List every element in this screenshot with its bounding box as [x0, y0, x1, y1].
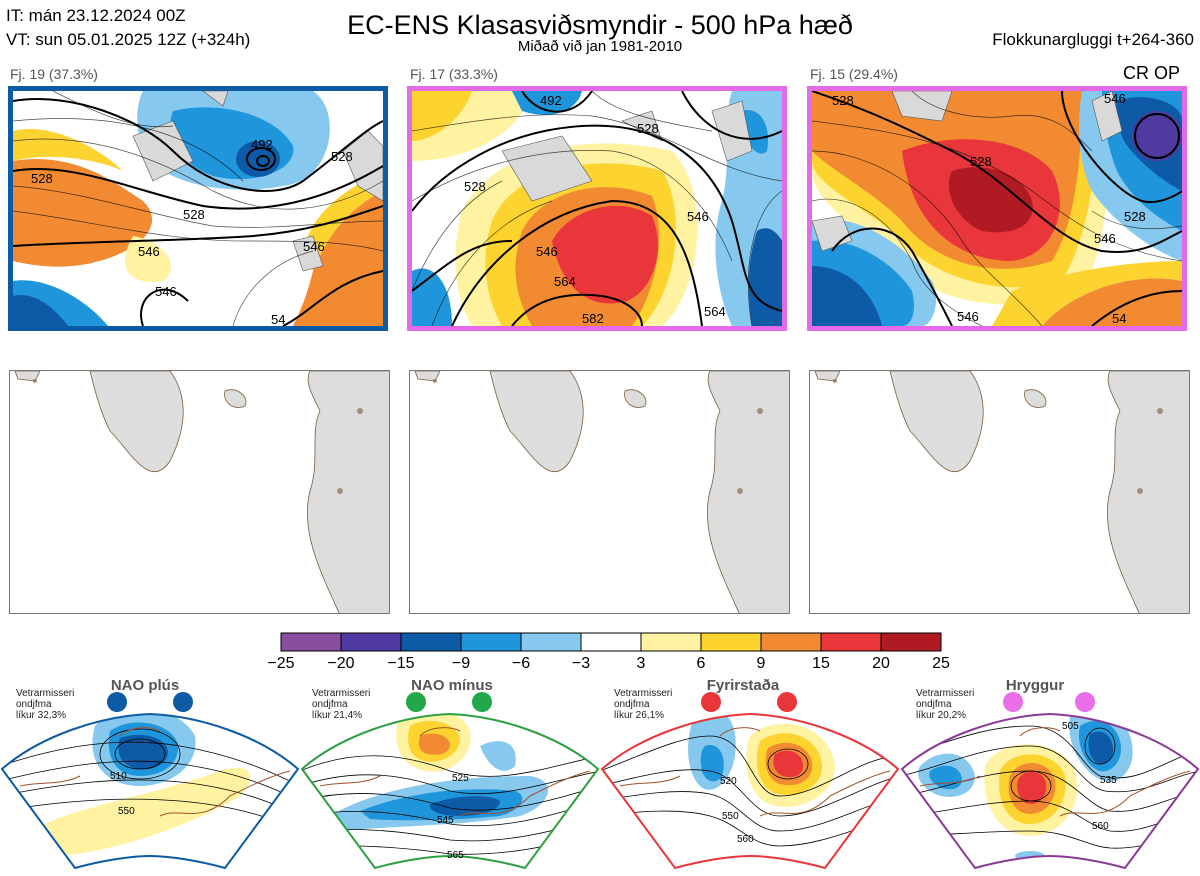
contour-label: 528	[1124, 209, 1146, 224]
cluster-map-3: 528 528 528 546 546 546 54	[807, 86, 1187, 331]
blank-map-2	[409, 370, 790, 614]
colorbar-tick-label: −9	[451, 655, 471, 672]
regime-contour: 550	[118, 806, 135, 817]
contour-label: 546	[687, 209, 709, 224]
colorbar-tick-label: −20	[327, 655, 355, 672]
contour-label: 54	[271, 312, 285, 326]
classification-window: Flokkunargluggi t+264-360	[992, 30, 1194, 49]
colorbar-tick-label: 15	[812, 655, 830, 672]
contour-label: 564	[704, 304, 726, 319]
contour-label: 528	[183, 207, 205, 222]
regime-dot-ridge	[1003, 692, 1023, 712]
colorbar-swatch	[400, 632, 462, 652]
panel-3-label: Fj. 15 (29.4%)	[810, 66, 898, 82]
regime-contour: 535	[1100, 775, 1117, 786]
regime-dot-nao-plus	[107, 692, 127, 712]
cluster-map-1: 492 528 528 528 546 546 546 54	[8, 86, 388, 331]
blank-map-3	[809, 370, 1190, 614]
contour-label: 546	[1104, 91, 1126, 106]
contour-label: 546	[957, 309, 979, 324]
regime-contour: 560	[1092, 821, 1109, 832]
valid-time: VT: sun 05.01.2025 12Z (+324h)	[6, 30, 251, 49]
colorbar-tick-label: 9	[756, 655, 766, 672]
colorbar-swatch	[760, 632, 822, 652]
regime-ridge: 505 535 560	[900, 676, 1200, 871]
regime-dot-nao-minus	[472, 692, 492, 712]
contour-label: 546	[1094, 231, 1116, 246]
colorbar-swatch	[820, 632, 882, 652]
panel-3-tag: CR OP	[1122, 63, 1180, 83]
init-time: IT: mán 23.12.2024 00Z	[6, 6, 186, 25]
regime-nao-minus: 525 545 565	[300, 676, 600, 871]
colorbar-swatch	[580, 632, 642, 652]
regime-contour: 520	[720, 776, 737, 787]
contour-label: 528	[970, 154, 992, 169]
page-subtitle: Miðað við jan 1981-2010	[517, 38, 683, 55]
regime-note-nao-plus: Vetrarmisseri ondjfma líkur 32,3%	[16, 688, 75, 721]
contour-label: 546	[536, 244, 558, 259]
colorbar-tick-label: 6	[696, 655, 706, 672]
regime-blocking: 520 550 560	[600, 676, 900, 871]
colorbar-tick-label: −15	[387, 655, 415, 672]
blank-map-1	[9, 370, 390, 614]
contour-label: 546	[303, 239, 325, 254]
colorbar-swatch	[460, 632, 522, 652]
colorbar-tick-label: −25	[267, 655, 295, 672]
contour-label: 54	[1112, 311, 1126, 326]
contour-label: 528	[464, 179, 486, 194]
regime-dot-nao-minus	[406, 692, 426, 712]
regime-frame	[900, 712, 1200, 870]
regime-contour: 505	[1062, 721, 1079, 732]
contour-label: 582	[582, 311, 604, 326]
regime-frame	[0, 712, 300, 870]
regime-contour: 545	[437, 815, 454, 826]
contour-label: 528	[331, 149, 353, 164]
contour-label: 528	[31, 171, 53, 186]
page-title: EC-ENS Klasasviðsmyndir - 500 hPa hæð	[347, 10, 853, 40]
regime-note-nao-minus: Vetrarmisseri ondjfma líkur 21,4%	[312, 688, 371, 721]
contour-label: 492	[540, 93, 562, 108]
regime-contour: 525	[452, 773, 469, 784]
regime-note-blocking: Vetrarmisseri ondjfma líkur 26,1%	[614, 688, 673, 721]
regime-dot-blocking	[777, 692, 797, 712]
colorbar-swatch	[340, 632, 402, 652]
regime-dot-blocking	[701, 692, 721, 712]
contour-label: 546	[155, 284, 177, 299]
regime-dot-ridge	[1075, 692, 1095, 712]
colorbar	[280, 632, 944, 657]
regime-title-nao-plus: NAO plús	[110, 677, 180, 694]
panel-1-label: Fj. 19 (37.3%)	[10, 66, 98, 82]
colorbar-swatch	[880, 632, 942, 652]
panel-2-label: Fj. 17 (33.3%)	[410, 66, 498, 82]
contour-label: 492	[251, 137, 273, 152]
regime-contour: 510	[110, 771, 127, 782]
colorbar-swatch	[520, 632, 582, 652]
regime-frame	[300, 712, 600, 870]
regime-title-blocking: Fyrirstaða	[706, 677, 780, 694]
regime-title-nao-minus: NAO mínus	[411, 677, 493, 694]
colorbar-tick-label: −6	[511, 655, 531, 672]
contour-label: 528	[637, 121, 659, 136]
colorbar-tick-label: −3	[571, 655, 591, 672]
regime-nao-plus: 510 550	[0, 676, 300, 871]
colorbar-tick-label: 3	[636, 655, 646, 672]
colorbar-swatch	[640, 632, 702, 652]
contour-label: 546	[138, 244, 160, 259]
regime-contour: 550	[722, 811, 739, 822]
colorbar-tick-label: 25	[932, 655, 950, 672]
regime-frame	[600, 712, 900, 870]
regime-contour: 565	[447, 850, 464, 861]
contour-label: 528	[832, 93, 854, 108]
regime-note-ridge: Vetrarmisseri ondjfma líkur 20,2%	[916, 688, 975, 721]
colorbar-swatch	[280, 632, 342, 652]
contour-label: 564	[554, 274, 576, 289]
colorbar-tick-label: 20	[872, 655, 890, 672]
colorbar-swatch	[700, 632, 762, 652]
cluster-map-2: 492 528 528 546 546 564 564 582	[407, 86, 787, 331]
regime-contour: 560	[737, 834, 754, 845]
regime-title-ridge: Hryggur	[1005, 677, 1065, 694]
regime-dot-nao-plus	[173, 692, 193, 712]
